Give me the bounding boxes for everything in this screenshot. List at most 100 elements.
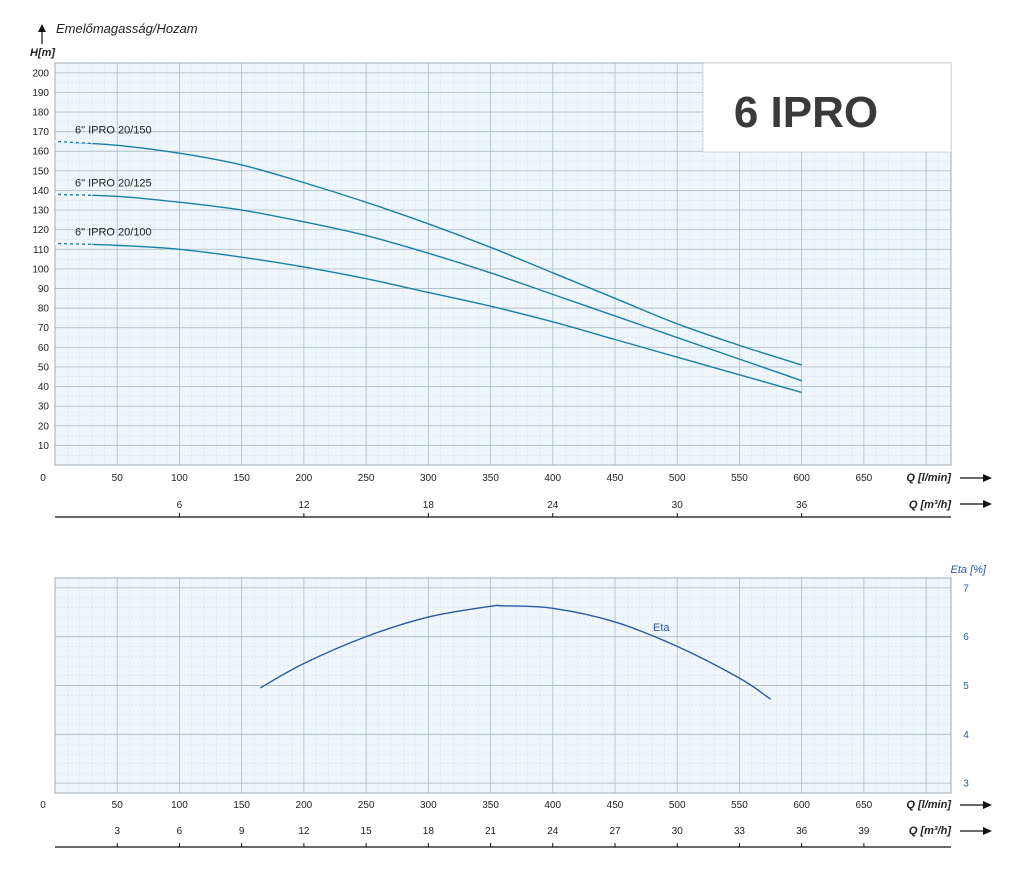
x2-tick-label: 18 (423, 500, 435, 511)
x-tick-label: 200 (296, 800, 313, 811)
top-series: 6" IPRO 20/150 6" IPRO 20/125 6" IPRO 20/1… (54, 124, 802, 394)
y-tick-label: 120 (32, 225, 49, 236)
x2-tick-label: 6 (177, 500, 183, 511)
series-line (259, 604, 771, 700)
x-tick-label: 0 (40, 473, 46, 484)
series-label: 6" IPRO 20/100 (75, 226, 152, 238)
x-tick-label: 400 (544, 800, 561, 811)
x-tick-label: 350 (482, 473, 499, 484)
y-tick-label: 5 (963, 681, 969, 692)
y-tick-label: 3 (963, 779, 969, 790)
x2-tick-label: 36 (796, 826, 808, 837)
x-tick-label: 550 (731, 800, 748, 811)
y-tick-label: 60 (38, 343, 50, 354)
x2-tick-label: 39 (858, 826, 870, 837)
x-tick-label: 300 (420, 800, 437, 811)
bottom-x2-tick-labels: 3 6 9 12 15 18 21 24 27 30 33 36 39 (114, 826, 870, 847)
bottom-x-axis-label: Q [l/min] (906, 799, 951, 811)
x2-tick-label: 36 (796, 500, 808, 511)
x-tick-label: 500 (669, 800, 686, 811)
y-tick-label: 190 (32, 88, 49, 99)
series-dash-overlay (54, 193, 93, 197)
x2-tick-label: 24 (547, 826, 559, 837)
top-x2-tick-labels: 6 12 18 24 30 36 (177, 500, 808, 517)
x2-tick-label: 27 (609, 826, 621, 837)
bottom-y-axis-label: Eta [%] (951, 564, 987, 576)
x2-tick-label: 6 (177, 826, 183, 837)
top-x2-axis-label: Q [m³/h] (909, 499, 951, 511)
x2-tick-label: 12 (298, 826, 310, 837)
series-line (54, 140, 802, 366)
bottom-x2-arrow (960, 827, 992, 835)
x-tick-label: 550 (731, 473, 748, 484)
y-tick-label: 90 (38, 284, 50, 295)
x-tick-label: 150 (233, 473, 250, 484)
x2-tick-label: 33 (734, 826, 746, 837)
x-tick-label: 50 (112, 800, 124, 811)
y-tick-label: 50 (38, 362, 50, 373)
y-tick-label: 20 (38, 421, 50, 432)
x-tick-label: 200 (296, 473, 313, 484)
x2-tick-label: 18 (423, 826, 435, 837)
y-tick-label: 200 (32, 68, 49, 79)
x-tick-label: 650 (856, 800, 873, 811)
x2-tick-label: 30 (672, 500, 684, 511)
bottom-y-tick-labels: 3 4 5 6 7 (963, 583, 969, 789)
x2-tick-label: 9 (239, 826, 245, 837)
y-tick-label: 4 (963, 730, 969, 741)
bottom-x-arrow (960, 801, 992, 809)
y-tick-label: 140 (32, 186, 49, 197)
y-tick-label: 10 (38, 441, 50, 452)
bottom-grid (55, 578, 951, 793)
x2-tick-label: 3 (114, 826, 120, 837)
bottom-x2-axis-label: Q [m³/h] (909, 825, 951, 837)
x-tick-label: 300 (420, 473, 437, 484)
top-grid (55, 63, 951, 465)
series-dash-overlay (54, 140, 93, 144)
x2-tick-label: 24 (547, 500, 559, 511)
x-tick-label: 250 (358, 473, 375, 484)
x2-tick-label: 30 (672, 826, 684, 837)
series-dash-overlay (54, 242, 93, 246)
y-tick-label: 30 (38, 402, 50, 413)
top-chart-title: Emelőmagasság/Hozam (56, 21, 198, 36)
x2-tick-label: 15 (361, 826, 373, 837)
y-tick-label: 150 (32, 166, 49, 177)
y-axis-arrow-head (38, 24, 46, 32)
y-tick-label: 180 (32, 108, 49, 119)
x2-tick-label: 12 (298, 500, 310, 511)
series-label: 6" IPRO 20/125 (75, 177, 152, 189)
top-x-arrow (960, 474, 992, 482)
y-tick-label: 80 (38, 304, 50, 315)
product-title-box (702, 62, 952, 153)
x-tick-label: 450 (607, 800, 624, 811)
x-tick-label: 450 (607, 473, 624, 484)
product-title: 6 IPRO (734, 88, 878, 137)
series-label: Eta (653, 622, 670, 634)
top-y-tick-labels: 10 20 30 40 50 60 70 80 90 100 110 120 130 140 150 160 1… (32, 68, 49, 452)
y-tick-label: 170 (32, 127, 49, 138)
x-tick-label: 350 (482, 800, 499, 811)
y-tick-label: 70 (38, 323, 50, 334)
bottom-plot-border (54, 577, 952, 794)
x-tick-label: 600 (793, 473, 810, 484)
bottom-chart: Eta 3 4 5 6 7 0 50 100 150 200 250 300 350 400 450 500… (40, 564, 992, 848)
x-tick-label: 500 (669, 473, 686, 484)
series-line (54, 193, 802, 382)
top-x-axis-label: Q [l/min] (906, 472, 951, 484)
x-tick-label: 650 (856, 473, 873, 484)
top-x2-arrow (960, 500, 992, 508)
top-x-tick-labels: 0 50 100 150 200 250 300 350 400 450 500 550 600 650 (40, 473, 872, 484)
x-tick-label: 150 (233, 800, 250, 811)
series-label: 6" IPRO 20/150 (75, 124, 152, 136)
x-tick-label: 400 (544, 473, 561, 484)
y-tick-label: 7 (963, 583, 969, 594)
x2-tick-label: 21 (485, 826, 497, 837)
top-plot-border (54, 62, 952, 466)
bottom-series: Eta (259, 604, 771, 700)
y-tick-label: 130 (32, 206, 49, 217)
y-tick-label: 160 (32, 147, 49, 158)
top-y-axis-label: H[m] (30, 47, 55, 59)
x-tick-label: 50 (112, 473, 124, 484)
